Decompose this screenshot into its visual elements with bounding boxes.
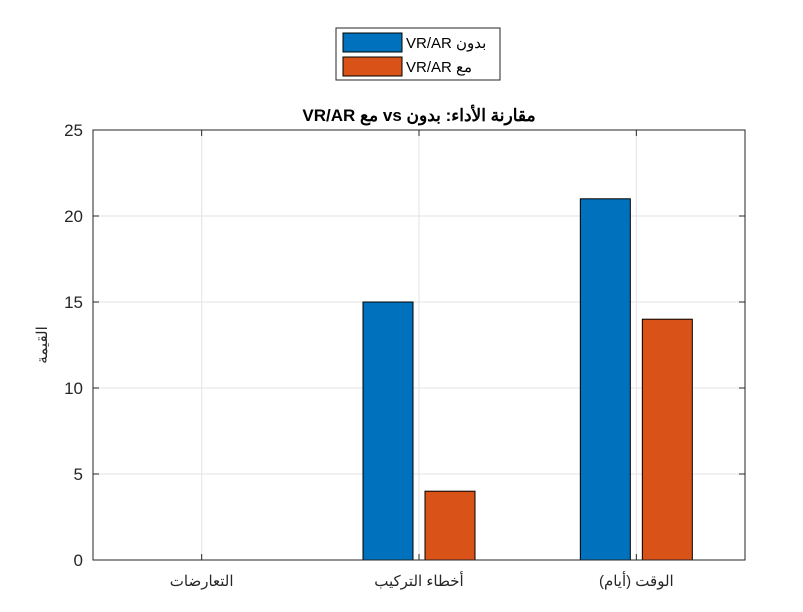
- x-tick-label: أخطاء التركيب: [374, 571, 463, 590]
- legend-label-with: مع VR/AR: [406, 59, 472, 76]
- bar-without-2: [579, 198, 631, 561]
- legend-swatch-without: [342, 32, 403, 53]
- y-tick-label: 20: [64, 207, 83, 226]
- y-tick-label: 10: [64, 379, 83, 398]
- y-tick-label: 5: [74, 465, 83, 484]
- ticks: 0 5 10 15 20 25 التعارضات أخطاء التركيب الوقت (أ…: [64, 121, 745, 590]
- y-tick-label: 15: [64, 293, 83, 312]
- bar-with-1: [424, 490, 476, 561]
- legend[interactable]: بدون VR/AR مع VR/AR: [335, 27, 501, 81]
- legend-label-without: بدون VR/AR: [406, 35, 486, 52]
- bar-without-1: [362, 301, 414, 561]
- x-tick-label: الوقت (أيام): [599, 571, 674, 590]
- legend-swatch-with: [342, 56, 403, 77]
- bars: [362, 198, 693, 561]
- chart-title: مقارنة الأداء: بدون vs مع VR/AR: [302, 104, 535, 126]
- x-tick-label: التعارضات: [170, 573, 234, 590]
- bar-with-2: [641, 318, 693, 561]
- y-axis-label: القيمة: [34, 326, 51, 364]
- y-tick-label: 25: [64, 121, 83, 140]
- y-tick-label: 0: [74, 551, 83, 570]
